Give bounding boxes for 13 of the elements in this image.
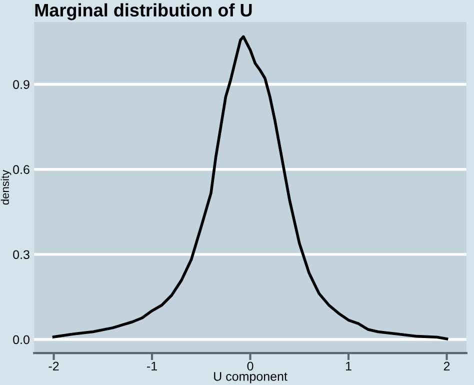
y-tick-label: 0.6	[13, 165, 30, 174]
y-tick-label: 0.9	[13, 80, 30, 89]
x-tick-label: 0	[247, 362, 254, 371]
chart-title: Marginal distribution of U	[35, 3, 252, 20]
x-tick-label: -2	[48, 362, 59, 370]
x-axis-title: U component	[214, 372, 288, 384]
y-tick-label: 0.3	[13, 250, 30, 260]
x-tick-label: 1	[346, 362, 352, 370]
line-series	[52, 35, 448, 340]
x-tick-label: -1	[147, 362, 157, 370]
x-tick-label: 2	[444, 362, 450, 370]
y-tick-label: 0.0	[13, 335, 30, 344]
y-axis-title: density	[0, 170, 12, 205]
